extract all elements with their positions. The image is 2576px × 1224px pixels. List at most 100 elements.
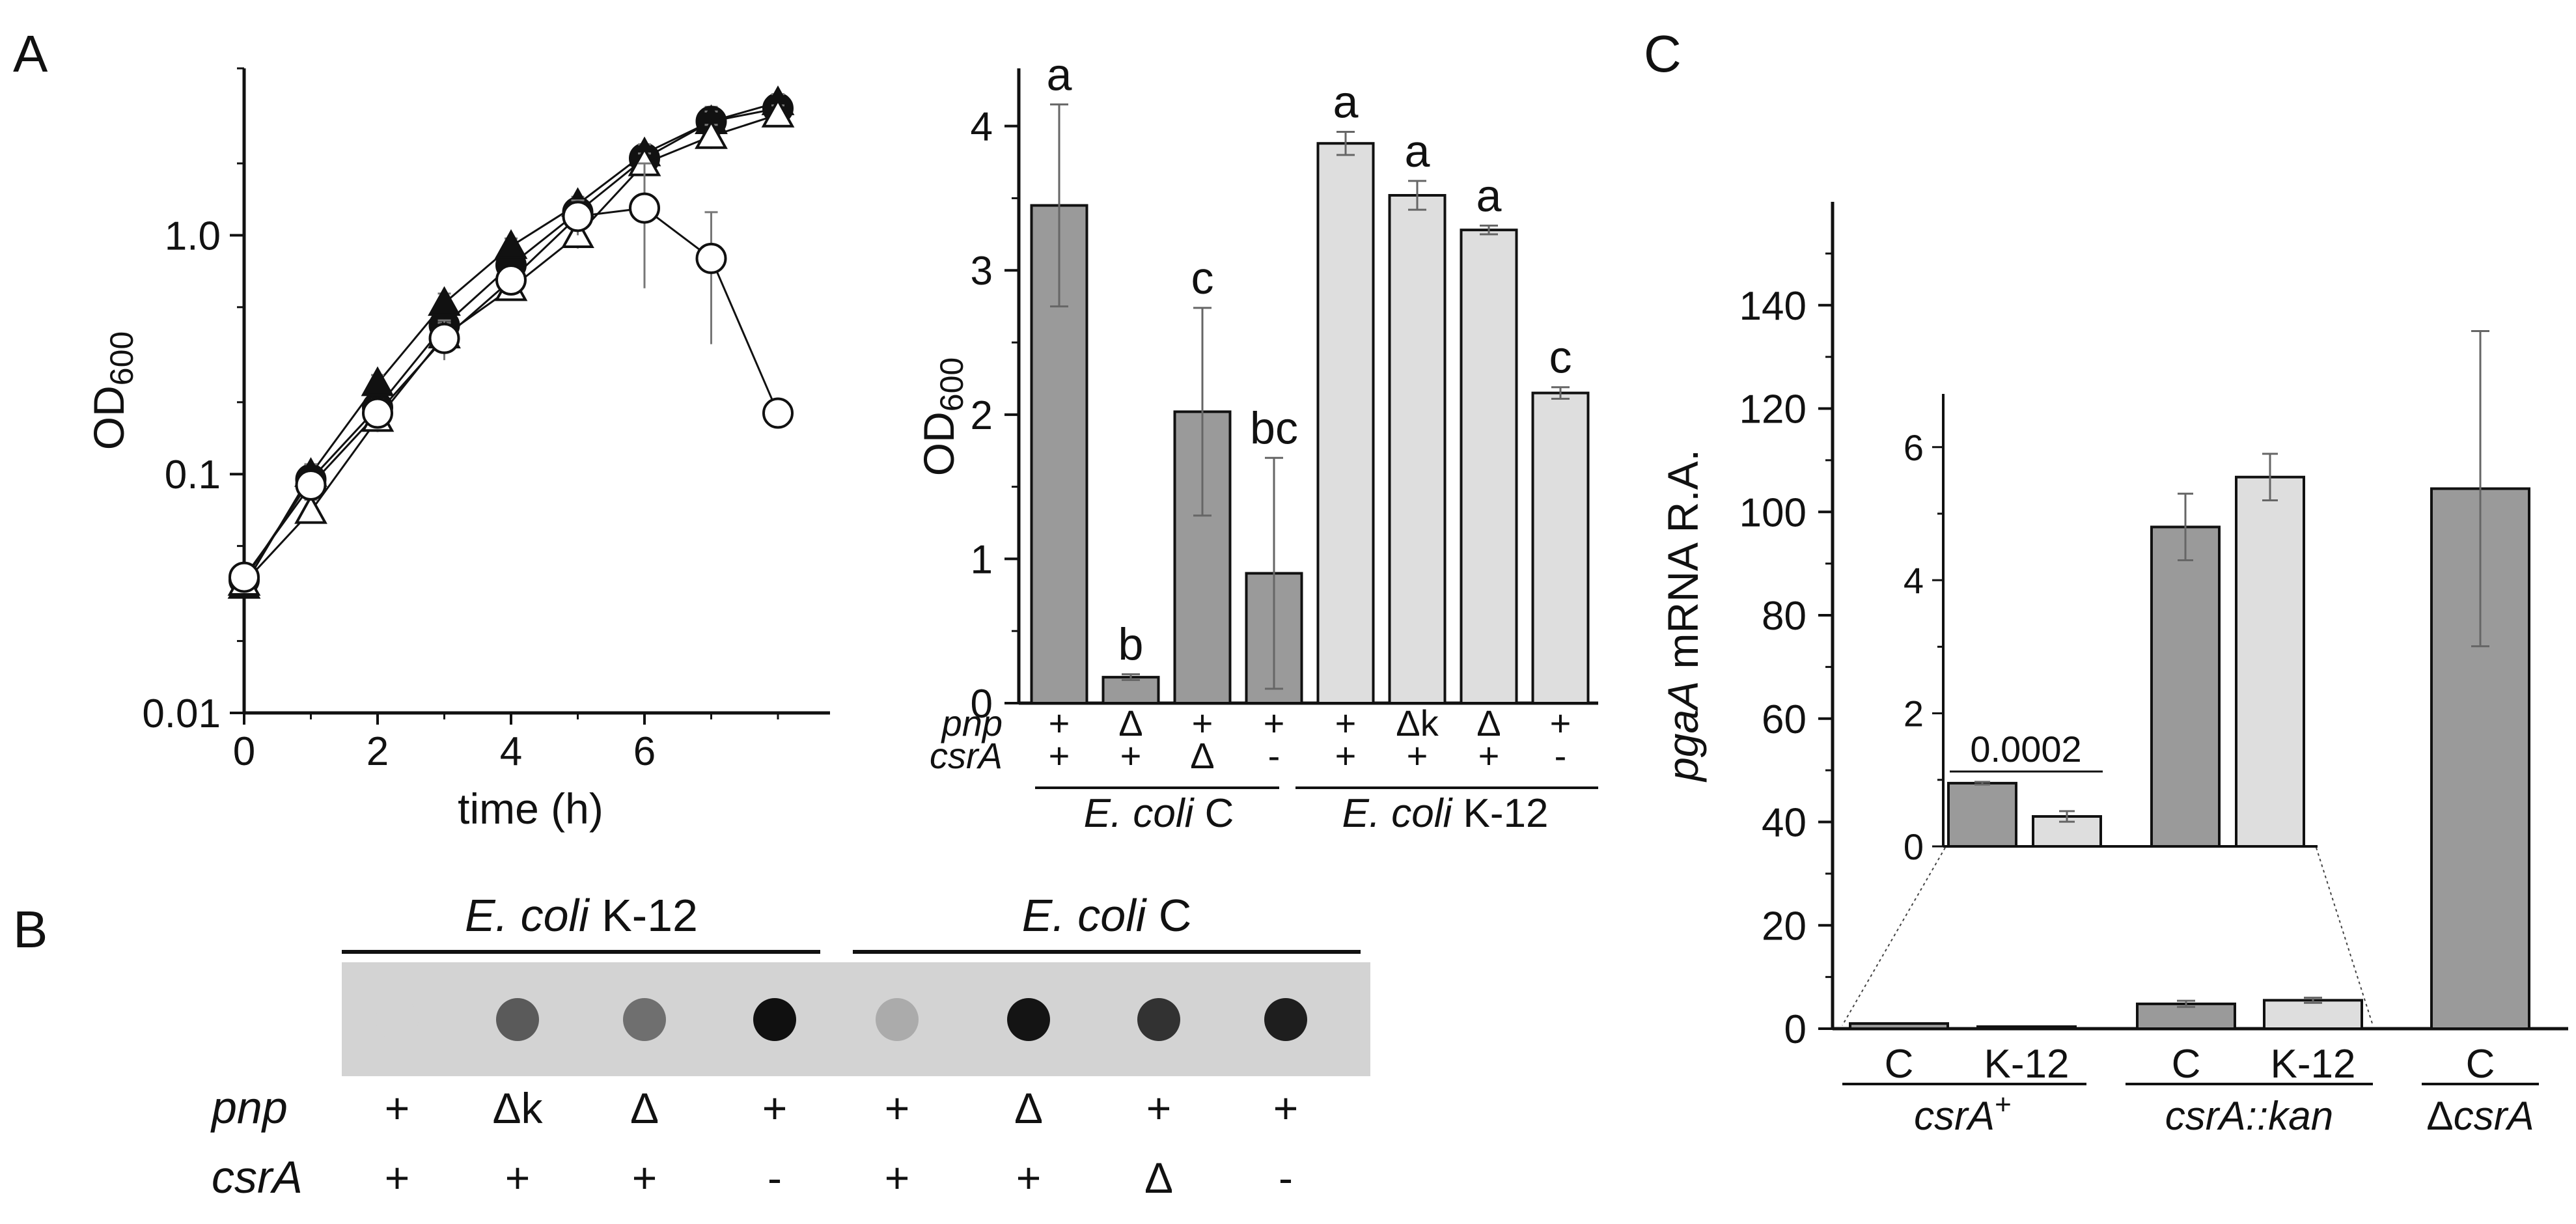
significance-letter: a [1333,77,1359,128]
pgaa-bar [2263,999,2363,1030]
bar-pnp-genotype: Δ [1476,702,1501,744]
blot-csra-genotype: Δ [1144,1154,1173,1202]
c-ytick-label: 20 [1762,904,1807,949]
od-bar [1101,676,1160,705]
pgaa-bar [1849,1022,1949,1030]
inset-pvalue-label: 0.0002 [1970,729,2081,770]
growth-series [227,97,795,596]
significance-letter: c [1191,253,1214,303]
blot-csra-genotype: + [632,1154,658,1202]
od-bar [1316,142,1375,704]
bar-pnp-genotype: Δ [1118,702,1143,744]
growth-ytick-label: 0.1 [165,452,221,497]
bar-pnp-genotype: + [1049,702,1070,744]
blot-csra-genotype: - [768,1154,782,1202]
inset-ytick-label: 6 [1904,427,1924,468]
significance-letter: a [1405,126,1430,176]
growth-point [695,242,727,274]
blot-row-label-pnp: pnp [210,1082,288,1133]
blot-group-label-c: E. coli C [1022,890,1192,941]
inset-bar [2235,475,2305,848]
c-bar-label: C [2466,1042,2495,1087]
inset-bar-group [2235,452,2305,848]
bar-row-label-csra: csrA [930,735,1003,776]
growth-curve-chart: 0.01 0.1 1.0 0 2 4 6 OD600 time (h) [85,67,830,833]
growth-ytick-label: 0.01 [142,691,221,736]
growth-xtick-label: 2 [367,729,389,774]
bar-ytick-label: 2 [971,393,993,438]
panel-label-c: C [1644,25,1682,83]
significance-letter: bc [1250,402,1298,453]
blot-pnp-genotype: + [1273,1084,1299,1132]
inset-ytick-label: 0 [1904,826,1924,867]
bar-csra-genotype: + [1335,735,1357,776]
bar-ytick-label: 1 [971,537,993,582]
blot-csra-genotype: + [885,1154,910,1202]
bar-pnp-genotype: + [1192,702,1213,744]
growth-ylabel: OD600 [85,331,140,450]
c-bar-group [2136,999,2236,1031]
growth-point [495,264,527,296]
inset-ytick-label: 2 [1904,693,1924,734]
blot-pnp-genotype: + [385,1084,410,1132]
blot-csra-genotype: + [505,1154,531,1202]
bar-row-label-pnp: pnp [941,702,1003,744]
blot-pnp-genotype: + [1146,1084,1172,1132]
growth-point [629,192,660,224]
bar-csra-genotype: + [1478,735,1500,776]
growth-series-line [243,107,779,581]
od-bar [1531,391,1590,704]
c-bar-group [1849,1022,1949,1030]
bar-csra-genotype: - [1268,735,1281,776]
growth-point [295,469,327,501]
od-bar [1388,194,1447,704]
c-ytick-label: 60 [1762,697,1807,742]
inset-bar-group [2150,492,2221,848]
growth-point [762,397,794,429]
blot-csra-genotype: - [1279,1154,1293,1202]
growth-point [695,119,728,149]
blot-pnp-genotype: Δk [492,1084,543,1132]
blot-dot [1007,998,1050,1041]
c-ytick-label: 100 [1739,490,1807,535]
panel-label-b: B [13,900,48,958]
bar-pnp-genotype: + [1335,702,1357,744]
blot-membrane [342,962,1370,1076]
c-bar-group [2263,996,2363,1030]
c-ytick-label: 40 [1762,801,1807,846]
growth-xlabel: time (h) [458,785,603,833]
significance-letter: a [1476,171,1502,221]
c-bar-label: K-12 [2271,1042,2356,1087]
c-group-label-csra-plus: csrA+ [1914,1089,2012,1139]
c-ytick-label: 80 [1762,594,1807,639]
growth-point [428,286,461,316]
c-group-label-csra-kan: csrA::kan [2165,1094,2333,1139]
blot-dot [623,998,666,1041]
blot-group-label-k12: E. coli K-12 [465,890,698,941]
c-ytick-label: 120 [1739,387,1807,432]
growth-xtick-label: 0 [233,729,255,774]
growth-point [494,229,528,259]
blot-dot [376,998,419,1041]
c-ytick-label: 140 [1739,284,1807,329]
bar-csra-genotype: Δ [1190,735,1214,776]
blot-pnp-genotype: + [885,1084,910,1132]
bar-group: c [1531,332,1590,704]
blot-row-label-csra: csrA [212,1152,303,1203]
blot-pnp-genotype: Δ [630,1084,659,1132]
growth-point [428,322,460,354]
c-group-label-dcsra: ΔcsrA [2426,1094,2534,1139]
bar-pnp-genotype: + [1264,702,1285,744]
significance-letter: c [1549,332,1572,383]
bar-group: b [1101,619,1160,705]
bar-ytick-label: 3 [971,249,993,294]
dot-blot-panel: E. coli K-12 E. coli C pnp csrA + + Δk + Δ + +… [210,890,1370,1203]
bar-csra-genotype: + [1120,735,1142,776]
significance-letter: a [1047,49,1072,100]
blot-dot [1137,998,1180,1041]
od-bar [1460,229,1518,704]
c-inset-chart: 0 2 4 6 0.0002 [1842,394,2374,1026]
bar-csra-genotype: - [1555,735,1567,776]
